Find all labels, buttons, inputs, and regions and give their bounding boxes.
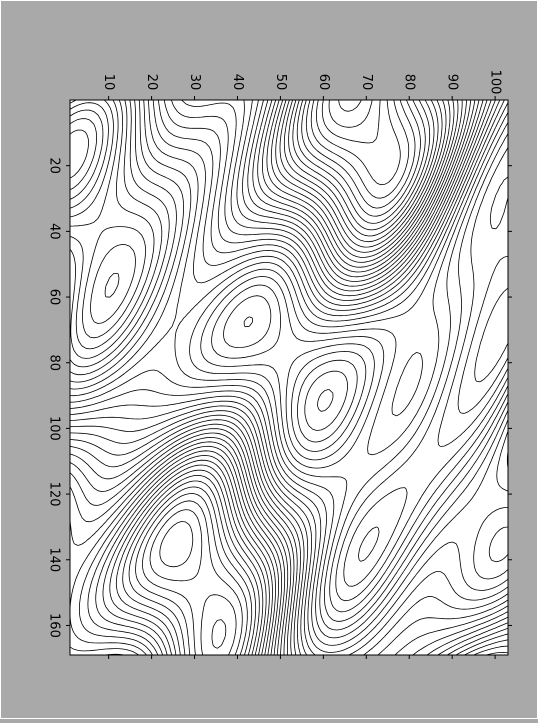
- x-tick-label: 30: [187, 74, 202, 91]
- x-tick-label: 60: [316, 74, 331, 91]
- y-tick-label: 160: [47, 613, 62, 638]
- y-tick-label: 140: [47, 547, 62, 572]
- page: {"chart_data": {"type": "contour", "xlim…: [0, 0, 538, 719]
- x-tick-label: 90: [445, 74, 460, 91]
- x-tick-label: 70: [359, 74, 374, 91]
- y-tick-label: 120: [47, 482, 62, 507]
- x-tick-label: 20: [144, 74, 159, 91]
- y-tick-label: 20: [47, 157, 62, 174]
- y-tick-label: 80: [47, 354, 62, 371]
- y-tick-label: 40: [47, 223, 62, 240]
- x-tick-label: 50: [273, 74, 288, 91]
- x-tick-label: 80: [402, 74, 417, 91]
- y-tick-label: 100: [47, 416, 62, 441]
- x-tick-label: 100: [488, 70, 503, 95]
- x-tick-label: 10: [101, 74, 116, 91]
- chart: 10 20 30 40 50 60 70 80 90 100 20 40 60 80 100 120 140 16…: [0, 0, 538, 719]
- y-tick-label: 60: [47, 289, 62, 306]
- x-tick-label: 40: [230, 74, 245, 91]
